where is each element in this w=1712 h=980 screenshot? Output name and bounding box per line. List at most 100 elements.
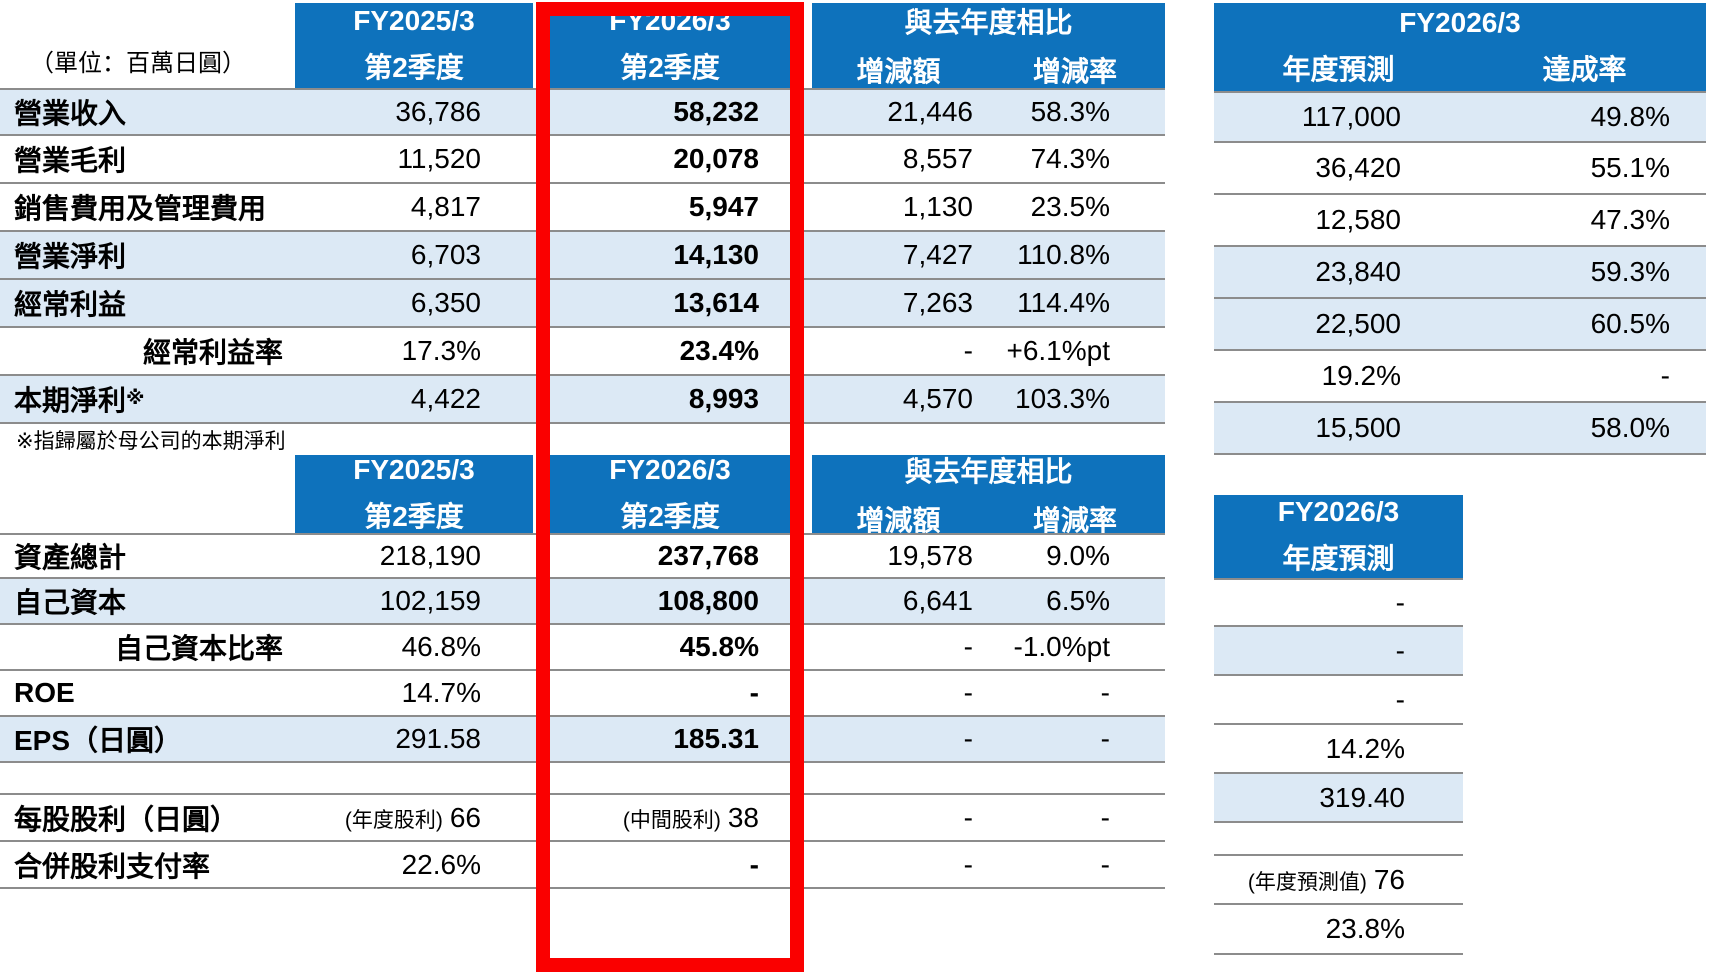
value-yoy-rate: - (1100, 677, 1110, 708)
row-label: 營業淨利 (14, 241, 127, 272)
value-yoy-amount: 7,427 (902, 239, 973, 270)
value-prev-q2: 17.3% (401, 335, 481, 366)
header-yoy-amount: 增減額 (856, 504, 941, 536)
value-yoy-rate: 114.4% (1017, 287, 1110, 318)
value-achievement: 60.5% (1590, 308, 1670, 339)
value-prev-q2: 36,786 (395, 96, 481, 127)
value-yoy-rate: 103.3% (1015, 383, 1110, 414)
table-row: 本期淨利※ 4,422 8,993 4,570 103.3% (0, 376, 1165, 424)
row-label: 本期淨利※ (14, 385, 145, 416)
header-line-quarter: 第2季度 (620, 500, 720, 532)
value-yoy-rate: -1.0%pt (1013, 631, 1111, 662)
value-forecast: 23.8% (1325, 913, 1405, 944)
value-curr-q2: 13,614 (673, 287, 759, 318)
value-prev-q2: 102,159 (379, 585, 481, 616)
table-row: - (1214, 627, 1463, 676)
value-yoy-amount: 21,446 (887, 96, 973, 127)
value-forecast: 19.2% (1321, 360, 1401, 391)
table-row: 23.8% (1214, 905, 1463, 955)
table-row: 資產總計 218,190 237,768 19,578 9.0% (0, 533, 1165, 579)
column-header-yoy: 與去年度相比 增減額 增減率 (812, 3, 1165, 88)
table-row: 自己資本比率 46.8% 45.8% - -1.0%pt (0, 625, 1165, 671)
spacer-row (1214, 823, 1463, 856)
header-line-quarter: 第2季度 (364, 500, 464, 532)
value-prev-q2: 291.58 (395, 723, 481, 754)
value-achievement: 58.0% (1590, 412, 1670, 443)
header-yoy-rate: 增減率 (1032, 56, 1117, 87)
income-table-header: （單位：百萬日圓） FY2025/3 第2季度 FY2026/3 第2季度 與去… (0, 3, 1165, 88)
value-forecast: 14.2% (1325, 732, 1405, 764)
value-prev-q2: 6,350 (410, 287, 481, 318)
column-header-fy2025-q2: FY2025/3 第2季度 (295, 3, 533, 88)
header-line-fiscal-year: FY2025/3 (353, 453, 475, 485)
value-forecast: 117,000 (1301, 101, 1401, 132)
value-yoy-amount: - (963, 723, 973, 754)
value-forecast: (年度預測值) 76 (1247, 863, 1405, 895)
header-yoy-amount: 增減額 (856, 56, 941, 87)
value-achievement: 49.8% (1590, 101, 1670, 132)
main-tables-left-block: （單位：百萬日圓） FY2025/3 第2季度 FY2026/3 第2季度 與去… (0, 3, 1165, 889)
value-forecast: 22,500 (1315, 308, 1401, 339)
value-curr-q2: 45.8% (679, 631, 759, 662)
table-row: EPS（日圓） 291.58 185.31 - - (0, 717, 1165, 763)
value-curr-q2: 20,078 (673, 143, 759, 174)
header-line-fiscal-year: FY2025/3 (353, 5, 475, 36)
table-row: (年度預測值) 76 (1214, 856, 1463, 905)
highlight-box-fy2026-q2-column (536, 2, 804, 972)
value-curr-q2: 8,993 (688, 383, 759, 414)
header-yoy-title: 與去年度相比 (904, 455, 1073, 487)
value-yoy-rate: +6.1%pt (1006, 335, 1110, 366)
table-row: 15,500 58.0% (1214, 403, 1706, 455)
header-annual-forecast: 年度預測 (1282, 53, 1395, 85)
value-forecast: 36,420 (1315, 152, 1401, 183)
value-achievement: - (1660, 360, 1670, 391)
table-footnote: ※指歸屬於母公司的本期淨利 (16, 429, 286, 453)
value-curr-q2: - (749, 848, 759, 880)
value-achievement: 55.1% (1590, 152, 1670, 183)
header-yoy-title: 與去年度相比 (904, 7, 1073, 38)
header-line-fiscal-year: FY2026/3 (1277, 496, 1400, 527)
value-yoy-amount: - (963, 631, 973, 662)
row-label: 營業毛利 (14, 145, 127, 176)
balance-table-header: FY2025/3 第2季度 FY2026/3 第2季度 與去年度相比 增減額 增… (0, 453, 1165, 536)
value-yoy-rate: 110.8% (1017, 239, 1110, 270)
table-row: 117,000 49.8% (1214, 91, 1706, 143)
row-label: EPS（日圓） (14, 725, 183, 756)
value-yoy-rate: 9.0% (1046, 540, 1110, 571)
column-header-fy2026-q2: FY2026/3 第2季度 (541, 454, 799, 533)
row-label: 自己資本比率 (114, 633, 283, 664)
value-yoy-rate: 6.5% (1046, 585, 1110, 616)
row-label: 經常利益率 (142, 337, 283, 368)
column-header-fy2026-forecast: FY2026/3 年度預測 (1214, 495, 1463, 578)
value-curr-q2: 237,768 (657, 540, 759, 571)
value-annotation: (中間股利) (622, 808, 721, 832)
header-line-quarter: 第2季度 (620, 52, 720, 83)
column-header-fy2026-q2: FY2026/3 第2季度 (541, 3, 799, 88)
column-header-fy2026-forecast: FY2026/3 年度預測 達成率 (1214, 3, 1706, 91)
table-row: - (1214, 676, 1463, 725)
value-prev-q2: 11,520 (397, 143, 481, 174)
header-line-fiscal-year: FY2026/3 (1399, 6, 1521, 38)
value-curr-q2: (中間股利) 38 (622, 801, 759, 833)
value-forecast: 12,580 (1315, 204, 1401, 235)
value-yoy-amount: 4,570 (902, 383, 973, 414)
value-curr-q2: 58,232 (673, 96, 759, 127)
value-yoy-rate: - (1100, 848, 1110, 880)
table-row: 自己資本 102,159 108,800 6,641 6.5% (0, 579, 1165, 625)
row-label: 資產總計 (14, 542, 127, 573)
table-row: 經常利益率 17.3% 23.4% - +6.1%pt (0, 328, 1165, 376)
row-label: 經常利益 (14, 289, 127, 320)
header-line-quarter: 第2季度 (364, 52, 464, 83)
value-yoy-amount: - (963, 801, 973, 833)
value-yoy-amount: 6,641 (902, 585, 973, 616)
value-yoy-amount: - (963, 677, 973, 708)
value-curr-q2: 23.4% (679, 335, 759, 366)
value-annotation: (年度股利) (344, 808, 443, 832)
value-prev-q2: 46.8% (401, 631, 481, 662)
value-achievement: 47.3% (1590, 204, 1670, 235)
value-yoy-amount: 1,130 (902, 191, 973, 222)
table-row: - (1214, 578, 1463, 627)
value-curr-q2: 5,947 (688, 191, 759, 222)
row-label: 銷售費用及管理費用 (14, 193, 267, 224)
